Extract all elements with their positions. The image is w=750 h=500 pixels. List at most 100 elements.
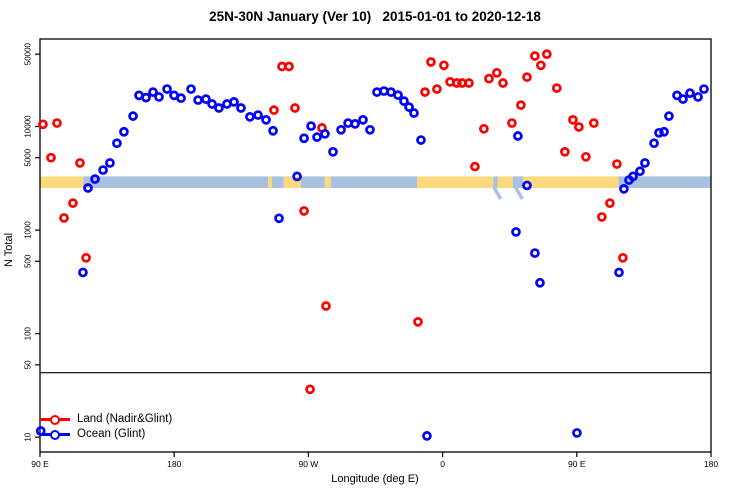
data-point-land <box>426 57 436 67</box>
data-point-land <box>81 252 91 263</box>
coast-band-segment-land <box>268 176 272 188</box>
ocean-series-symbol <box>40 429 70 441</box>
coast-band-segment-ocean <box>330 176 418 188</box>
coast-band-segment-ocean <box>271 176 284 188</box>
data-point-ocean <box>522 180 532 191</box>
data-point-land <box>530 51 540 61</box>
data-point-ocean <box>530 248 540 258</box>
data-point-ocean <box>253 110 263 120</box>
data-point-land <box>413 317 423 327</box>
y-tick-label: 50000 <box>24 42 33 65</box>
coast-band-segment-ocean <box>83 176 269 188</box>
data-point-ocean <box>245 111 255 122</box>
data-point-land <box>536 60 546 71</box>
data-point-ocean <box>513 131 523 141</box>
data-point-land <box>484 73 494 84</box>
legend-item-ocean: Ocean (Glint) <box>40 427 172 442</box>
data-point-ocean <box>268 125 278 136</box>
data-point-ocean <box>649 138 659 149</box>
data-point-land <box>605 198 615 209</box>
data-point-ocean <box>659 126 669 137</box>
coast-band-segment-land <box>523 176 619 188</box>
data-point-land <box>299 206 309 216</box>
data-point-land <box>560 146 570 157</box>
data-point-land <box>290 103 300 113</box>
legend-item-land: Land (Nadir&Glint) <box>40 412 172 427</box>
data-point-ocean <box>201 94 211 104</box>
coast-band-segment-land <box>283 176 301 188</box>
data-point-land <box>432 84 442 94</box>
coast-band-segment-land <box>417 176 494 188</box>
data-point-land <box>588 118 599 128</box>
y-axis-title: N Total <box>3 232 15 268</box>
data-point-ocean <box>416 135 426 145</box>
data-point-ocean <box>614 267 624 278</box>
data-point-ocean <box>328 146 338 157</box>
data-point-land <box>420 87 430 97</box>
data-point-land <box>568 114 578 125</box>
data-point-ocean <box>664 111 674 121</box>
data-point-land <box>581 151 591 162</box>
data-point-ocean <box>105 158 115 168</box>
data-point-land <box>321 301 331 311</box>
data-point-ocean <box>678 94 688 104</box>
data-point-land <box>597 212 607 222</box>
data-point-ocean <box>162 84 172 94</box>
data-point-ocean <box>176 93 186 103</box>
data-point-ocean <box>399 96 409 106</box>
data-point-land <box>541 49 552 59</box>
data-point-ocean <box>207 99 217 109</box>
data-point-ocean <box>422 431 432 441</box>
data-point-land <box>507 118 517 128</box>
x-tick-label: 180 <box>167 459 181 469</box>
data-point-ocean <box>358 114 368 125</box>
data-point-land <box>479 123 489 134</box>
data-point-land <box>452 78 462 88</box>
plot-border <box>39 38 712 453</box>
data-point-land <box>46 152 56 163</box>
data-point-land <box>498 78 508 88</box>
y-tick-label: 10000 <box>24 115 33 138</box>
data-point-ocean <box>261 114 271 125</box>
data-point-land <box>464 78 474 88</box>
data-point-land <box>516 100 526 110</box>
data-point-ocean <box>186 84 196 94</box>
data-point-ocean <box>299 133 309 144</box>
data-point-ocean <box>214 103 224 113</box>
coast-band-sliver <box>513 186 524 200</box>
data-point-ocean <box>393 90 403 100</box>
coast-band-segment-land <box>497 176 513 188</box>
data-point-land <box>59 213 69 223</box>
data-point-land <box>269 105 279 115</box>
data-point-land <box>305 384 315 395</box>
data-point-land <box>75 158 85 168</box>
data-point-ocean <box>312 132 322 142</box>
x-tick-label: 90 E <box>568 459 586 469</box>
data-point-ocean <box>292 171 302 182</box>
data-point-ocean <box>193 95 203 105</box>
coast-band-segment-land <box>40 176 84 188</box>
legend-label-ocean: Ocean (Glint) <box>77 428 146 440</box>
data-point-ocean <box>128 111 138 121</box>
data-point-ocean <box>306 121 316 131</box>
y-tick-label: 10 <box>24 432 33 441</box>
data-point-land <box>492 67 502 78</box>
data-point-ocean <box>350 119 360 129</box>
data-point-ocean <box>336 124 346 135</box>
data-point-ocean <box>640 158 650 168</box>
data-point-ocean <box>654 127 664 138</box>
data-point-ocean <box>619 184 629 194</box>
data-point-ocean <box>90 174 100 184</box>
y-tick-label: 100 <box>24 326 33 340</box>
data-point-ocean <box>148 87 158 97</box>
coast-band-sliver <box>492 186 503 200</box>
x-tick-label: 90 W <box>298 459 318 469</box>
data-point-ocean <box>635 166 645 177</box>
data-point-ocean <box>98 165 108 175</box>
coast-band-segment-land <box>324 176 331 188</box>
y-tick-label: 500 <box>24 254 33 268</box>
data-point-ocean <box>274 213 284 224</box>
data-point-land <box>612 159 622 169</box>
data-point-ocean <box>236 103 246 113</box>
